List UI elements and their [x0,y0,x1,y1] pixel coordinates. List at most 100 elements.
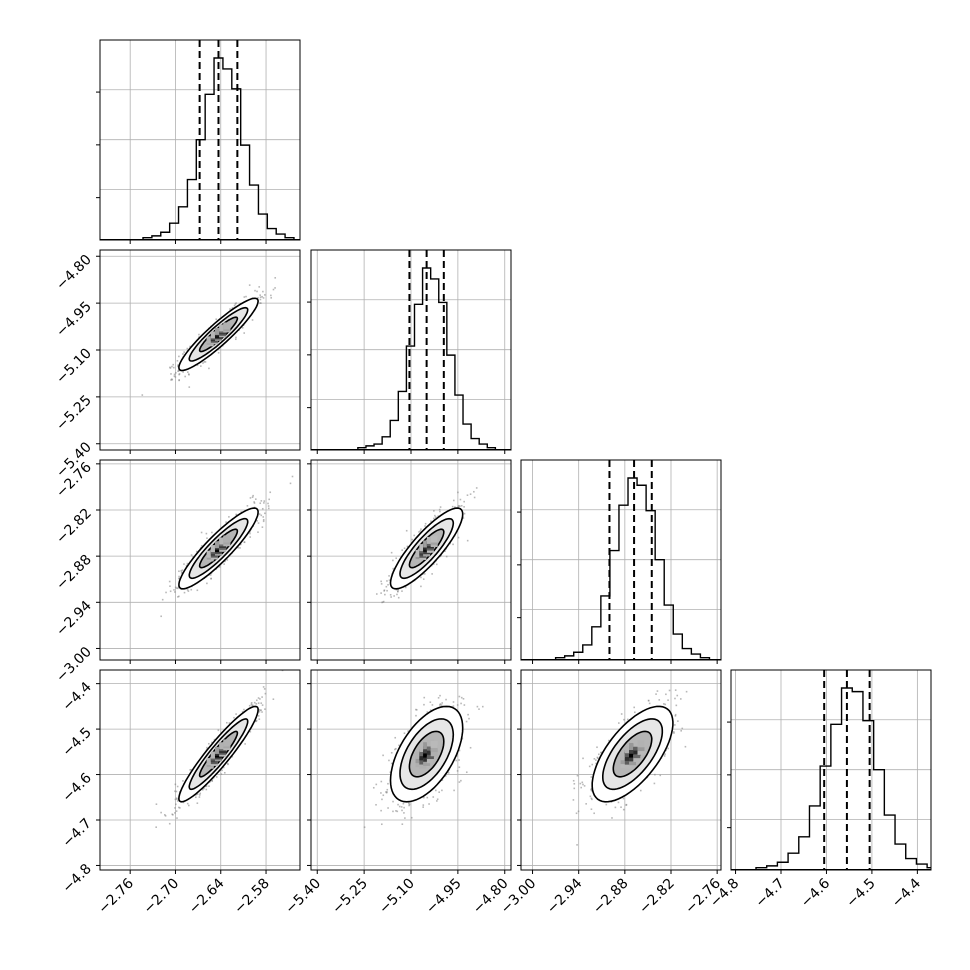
scatter-point [255,702,258,705]
scatter-point [263,688,266,690]
density-cell [219,537,227,545]
scatter-point [626,718,629,721]
density-cell [426,739,434,747]
panel-frame [520,669,722,871]
scatter-point [673,732,675,734]
scatter-point [372,786,375,789]
density-cell [620,757,628,765]
scatter-point [434,514,436,517]
scatter-point [455,759,458,762]
scatter-point [261,696,263,698]
y-tick-label: −5.10 [53,346,95,388]
scatter-point [255,719,258,722]
scatter-point [223,771,226,774]
scatter-point [674,697,676,700]
scatter-point [228,722,231,724]
scatter-point [663,755,666,757]
scatter-point [183,591,186,594]
scatter-point [588,765,591,768]
scatter-point [269,491,272,494]
scatter-point [420,585,422,588]
scatter-point [203,787,205,790]
scatter-point [204,361,207,363]
scatter-point [396,810,399,813]
scatter-point [168,580,171,583]
scatter-point [401,549,403,551]
scatter-point [267,505,270,507]
scatter-point [593,812,595,815]
scatter-point [190,768,193,771]
scatter-point [424,522,427,525]
scatter-point [249,730,252,733]
scatter-point [205,532,208,535]
scatter-point [585,803,587,805]
scatter-point [420,528,422,530]
scatter-point [647,699,650,702]
y-tick-label: −2.88 [53,552,95,594]
scatter-point [180,572,183,574]
x-tick-label: −2.82 [636,876,678,918]
density-cell [423,758,431,766]
scatter-point [176,798,178,801]
scatter-point [209,574,212,576]
scatter-point [413,534,415,537]
density-cell [223,739,231,747]
scatter-point [179,807,181,809]
density-cell [210,545,218,553]
scatter-point [431,573,433,575]
scatter-point [251,496,254,499]
scatter-point [267,507,270,510]
scatter-point [249,536,252,538]
scatter-point [213,738,216,741]
scatter-point [426,796,429,799]
panel-content [100,40,300,240]
scatter-point [260,709,262,711]
density-cell [637,747,645,755]
density-cell [633,751,641,759]
scatter-point [272,288,275,291]
scatter-point [259,294,261,296]
density-cell [223,535,231,543]
scatter-point [208,367,210,370]
scatter-point [258,710,261,713]
scatter-point [590,808,593,811]
scatter-point [195,550,198,553]
density-cell [419,544,427,552]
scatter-point [386,589,388,592]
scatter-point [211,779,213,782]
density-cell [415,756,423,764]
scatter-point [264,708,266,710]
density-cell [624,761,632,769]
scatter-point [404,817,406,819]
density-cell [633,754,641,762]
scatter-point [211,531,213,534]
scatter-point [419,530,422,532]
scatter-point [590,797,593,800]
density-cell [629,758,637,766]
scatter-point [267,502,269,505]
scatter-point [183,351,185,353]
scatter-point [401,809,403,812]
scatter-point [243,708,245,711]
scatter-point [473,496,476,499]
scatter-point [168,822,171,825]
scatter-point [407,730,410,732]
scatter-point [685,690,688,693]
scatter-point [189,769,191,771]
density-cell [423,750,431,758]
scatter-point [390,596,392,598]
scatter-point [679,698,682,700]
scatter-point [174,586,177,589]
scatter-point [575,812,578,815]
density-cell [430,745,438,753]
scatter-point [164,815,167,817]
scatter-point [420,576,422,579]
density-cell [419,757,427,765]
scatter-point [404,586,407,589]
scatter-point [200,365,202,367]
x-tick-label: −4.5 [843,876,878,911]
density-cells [206,322,231,347]
density-cell [214,327,222,335]
scatter-point [257,296,259,299]
